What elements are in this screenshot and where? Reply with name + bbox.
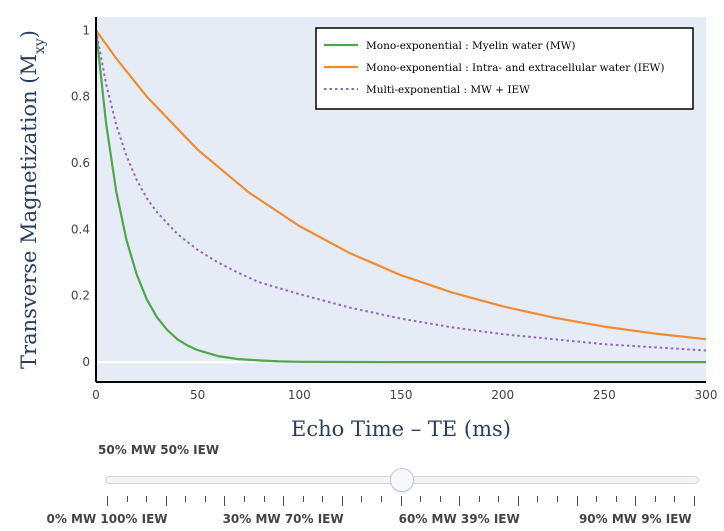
axes [95, 17, 706, 383]
legend-label: Mono-exponential : Intra- and extracellu… [366, 62, 664, 74]
y-axis-title-close: ) [17, 30, 41, 38]
x-axis-title: Echo Time – TE (ms) [291, 417, 511, 440]
series-lines [94, 29, 707, 364]
slider-tick [439, 496, 441, 502]
slider-tick [498, 496, 500, 502]
slider-step-label[interactable]: 60% MW 39% IEW [398, 512, 520, 526]
slider-tick [380, 496, 382, 502]
slider-step-label[interactable]: 30% MW 70% IEW [222, 512, 344, 526]
slider-tick [361, 496, 363, 502]
legend-label: Mono-exponential : Myelin water (MW) [366, 40, 576, 52]
slider-tick [635, 496, 637, 506]
slider-tick [400, 496, 402, 506]
slider-tick [576, 496, 578, 506]
y-tick-label: 0.6 [71, 156, 90, 170]
slider-tick [107, 496, 108, 506]
tick-labels: 0 50 100 150 200 250 300 0 0.2 0.4 0.6 0.8 1 [71, 23, 718, 402]
series-line-2 [95, 29, 707, 341]
slider-tick [654, 496, 656, 502]
slider-tick [420, 496, 422, 502]
slider-tick [615, 496, 617, 502]
y-tick-label: 0.8 [71, 90, 90, 104]
slider-tick [302, 496, 304, 502]
slider-tick [459, 496, 461, 506]
slider-tick [224, 496, 226, 506]
x-tick-label: 250 [593, 388, 616, 402]
slider-tick [126, 496, 128, 502]
chart-canvas: 0 50 100 150 200 250 300 0 0.2 0.4 0.6 0.8 1 Echo Ti… [17, 17, 718, 440]
slider-step-label[interactable]: 90% MW 9% IEW [578, 512, 692, 526]
y-tick-label: 0.4 [71, 222, 90, 236]
x-tick-label: 0 [92, 388, 100, 402]
slider-tick [596, 496, 598, 502]
legend-label: Multi-exponential : MW + IEW [366, 84, 530, 96]
slider-tick [263, 496, 265, 502]
x-tick-label: 300 [695, 388, 718, 402]
slider-tick [517, 496, 519, 506]
slider-current-value: 50% MW 50% IEW [98, 443, 220, 457]
slider-tick [341, 496, 343, 506]
y-tick-label: 0 [82, 355, 90, 369]
slider-tick [478, 496, 480, 502]
y-axis-title: Transverse Magnetization (Mxy) [17, 30, 48, 369]
slider-tick [204, 496, 206, 502]
slider-tick [694, 496, 695, 506]
slider-tick [537, 496, 539, 502]
x-tick-label: 150 [390, 388, 413, 402]
slider-tick [283, 496, 285, 506]
y-tick-label: 0.2 [71, 289, 90, 303]
legend-box [315, 27, 694, 110]
slider-handle[interactable] [389, 468, 414, 492]
slider-tick [185, 496, 187, 502]
series-line-1 [94, 30, 706, 364]
x-tick-label: 50 [190, 388, 205, 402]
y-axis-title-subscript: xy [32, 38, 48, 54]
x-tick-label: 100 [288, 388, 311, 402]
slider-step-label[interactable]: 0% MW 100% IEW [46, 512, 168, 526]
slider-tick [243, 496, 245, 502]
slider-tick [146, 496, 148, 502]
slider-tick [165, 496, 167, 506]
y-axis-title-main: Transverse Magnetization (M [17, 54, 41, 369]
slider-tick [674, 496, 676, 502]
x-tick-label: 200 [491, 388, 514, 402]
slider-tick [557, 496, 559, 502]
legend: Mono-exponential : Myelin water (MW) Mono… [315, 27, 694, 110]
slider-tick [322, 496, 324, 502]
y-tick-label: 1 [82, 23, 90, 37]
